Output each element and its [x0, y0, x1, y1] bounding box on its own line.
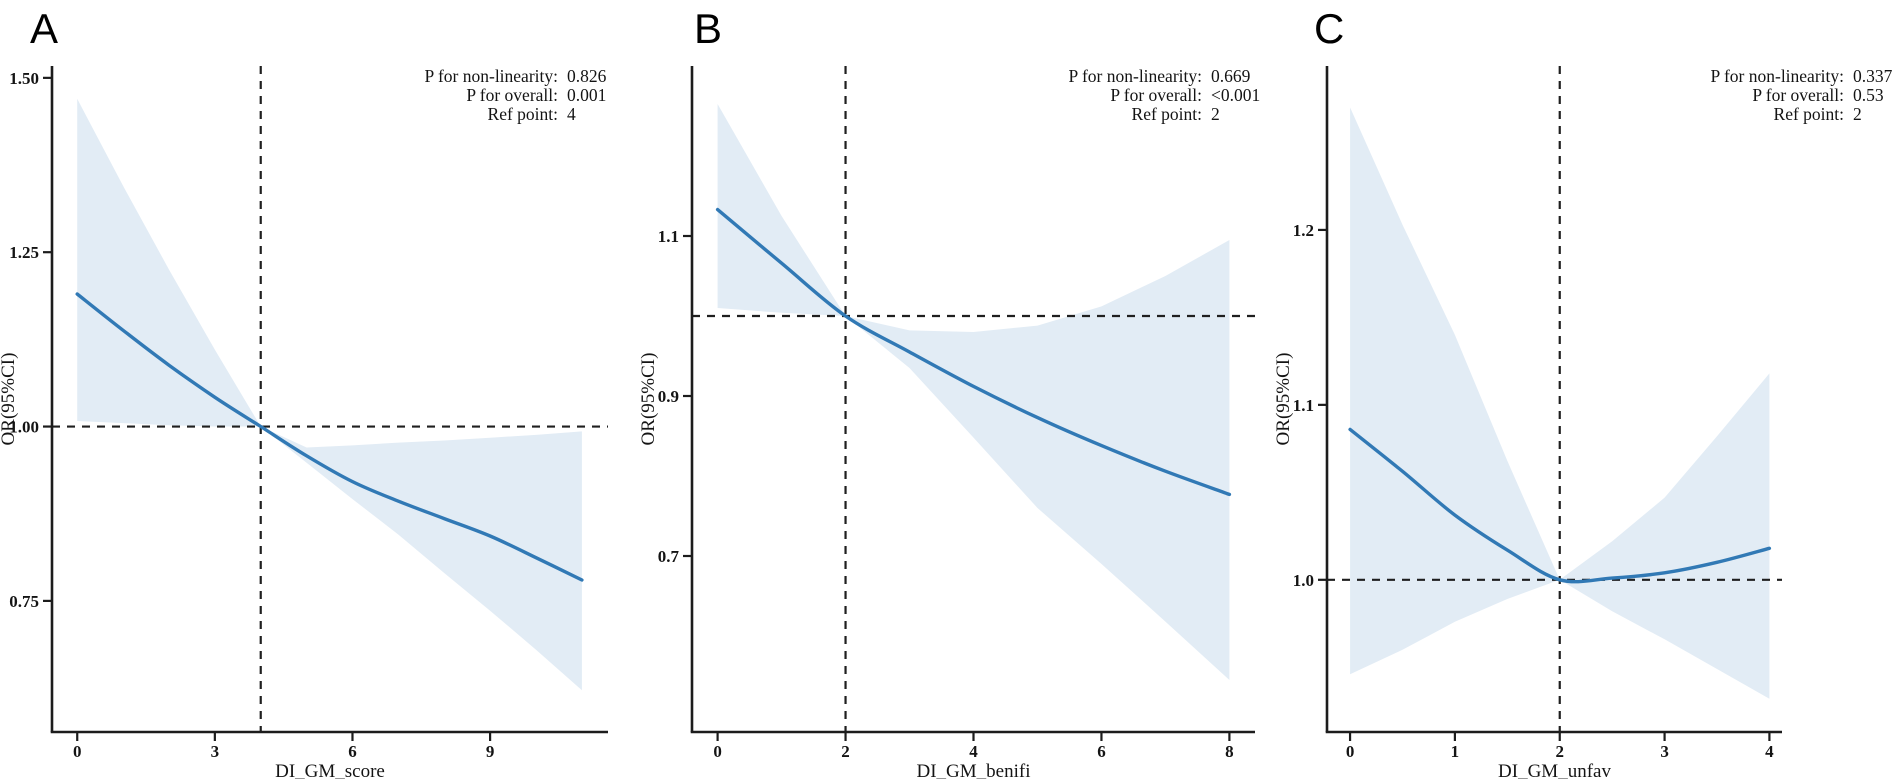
confidence-band — [717, 104, 1230, 680]
x-tick-label: 8 — [1225, 742, 1234, 761]
annotation-value: 4 — [567, 104, 576, 124]
x-tick-label: 2 — [841, 742, 850, 761]
y-tick-label: 1.1 — [1293, 396, 1314, 415]
annotation-label: Ref point: — [1132, 104, 1202, 124]
y-tick-label: 0.7 — [658, 547, 680, 566]
annotation-value: 0.826 — [567, 66, 607, 86]
annotation-label: P for overall: — [466, 85, 558, 105]
x-tick-label: 4 — [969, 742, 978, 761]
annotation-value: 0.001 — [567, 85, 606, 105]
y-tick-label: 1.50 — [9, 69, 39, 88]
x-tick-label: 9 — [486, 742, 495, 761]
x-tick-label: 3 — [211, 742, 220, 761]
confidence-band — [77, 98, 582, 691]
y-tick-label: 0.75 — [9, 592, 39, 611]
x-axis-title: DI_GM_benifi — [917, 761, 1031, 779]
panel-c-plot: 0 1 2 3 4 1.0 1.1 1.2 DI_GM_unfav OR(95%CI) P for … — [1273, 66, 1893, 779]
annotation-value: 2 — [1853, 104, 1862, 124]
x-tick-label: 3 — [1660, 742, 1669, 761]
y-tick-label: 1.00 — [9, 418, 39, 437]
annotation-value: 2 — [1211, 104, 1220, 124]
annotation-label: P for overall: — [1110, 85, 1202, 105]
annotation-value: 0.337 — [1853, 66, 1893, 86]
annotation-label: P for non-linearity: — [1711, 66, 1845, 86]
y-tick-label: 1.2 — [1293, 221, 1314, 240]
x-tick-label: 2 — [1555, 742, 1564, 761]
panel-b-plot: 0 2 4 6 8 0.7 0.9 1.1 DI_GM_benifi OR(95%CI) P for… — [638, 66, 1260, 779]
or-curve — [1348, 427, 1772, 584]
y-axis-title: OR(95%CI) — [0, 353, 19, 446]
x-axis-title: DI_GM_unfav — [1498, 761, 1611, 779]
panel-label-b: B — [694, 5, 723, 52]
x-tick-label: 0 — [73, 742, 82, 761]
annotation-label: P for non-linearity: — [425, 66, 559, 86]
annotation-label: Ref point: — [488, 104, 558, 124]
y-tick-label: 1.25 — [9, 243, 39, 262]
x-tick-label: 0 — [713, 742, 722, 761]
annotation-label: P for non-linearity: — [1069, 66, 1203, 86]
panel-a-plot: 0 3 6 9 0.75 1.00 1.25 1.50 DI_GM_score OR(95%CI)… — [0, 66, 608, 779]
y-tick-label: 1.1 — [658, 227, 679, 246]
x-tick-label: 6 — [1097, 742, 1106, 761]
x-tick-label: 4 — [1765, 742, 1774, 761]
x-axis-title: DI_GM_score — [275, 761, 385, 779]
annotation-value: <0.001 — [1211, 85, 1260, 105]
annotation-value: 0.669 — [1211, 66, 1251, 86]
x-tick-label: 6 — [348, 742, 357, 761]
annotation-label: P for overall: — [1752, 85, 1844, 105]
panel-label-c: C — [1314, 5, 1345, 52]
y-axis-title: OR(95%CI) — [1273, 353, 1294, 446]
confidence-band — [1350, 107, 1770, 699]
y-tick-label: 1.0 — [1293, 571, 1314, 590]
annotation-label: Ref point: — [1774, 104, 1844, 124]
x-tick-label: 0 — [1346, 742, 1355, 761]
panel-label-a: A — [30, 5, 59, 52]
x-tick-label: 1 — [1451, 742, 1460, 761]
or-curve — [75, 292, 584, 582]
or-curve — [715, 207, 1232, 497]
annotation-value: 0.53 — [1853, 85, 1884, 105]
y-tick-label: 0.9 — [658, 387, 679, 406]
y-axis-title: OR(95%CI) — [638, 353, 659, 446]
